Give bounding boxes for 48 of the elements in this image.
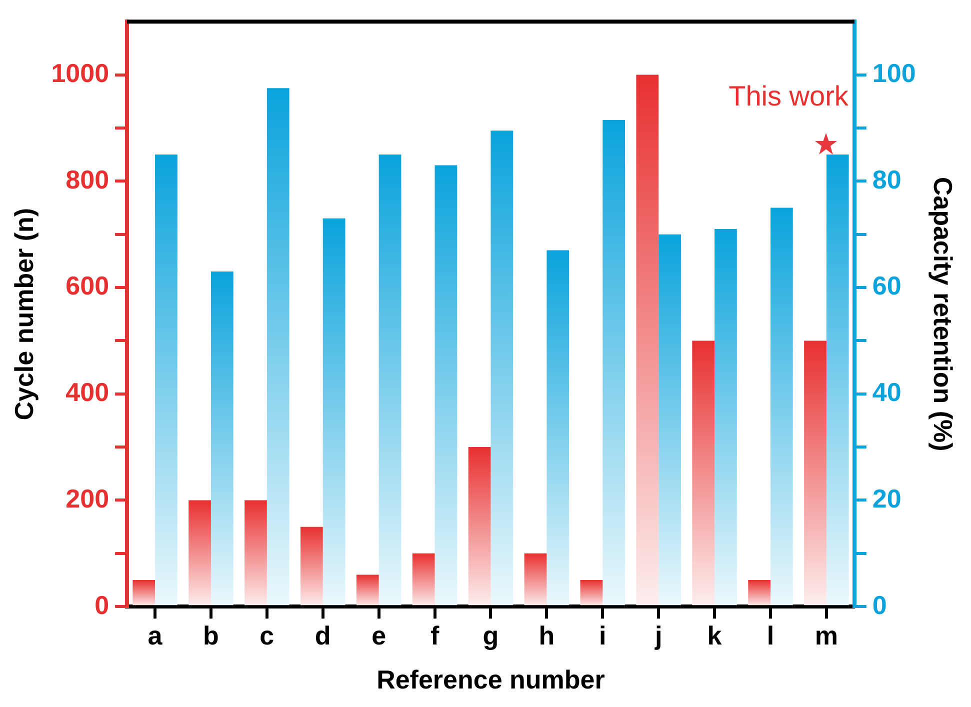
bar: [266, 88, 290, 606]
x-tick-label: c: [260, 620, 274, 650]
bar: [748, 580, 770, 606]
x-tick-label: j: [654, 620, 662, 650]
bar: [322, 218, 346, 606]
y-tick-label: 1000: [51, 58, 110, 88]
bar: [412, 553, 435, 606]
y2-axis-title: Capacity retention (%): [928, 176, 958, 452]
y-tick-label: 800: [66, 164, 110, 194]
annotation: This work: [728, 80, 850, 112]
bar: [524, 553, 547, 606]
y-tick-label: 600: [66, 270, 110, 301]
bar: [770, 208, 793, 606]
y-tick-label: 400: [66, 377, 110, 408]
bar: [132, 580, 156, 606]
bar: [356, 574, 379, 606]
y2-tick-label: 80: [872, 164, 902, 194]
bar: [546, 250, 570, 606]
y2-tick-label: 0: [872, 590, 887, 620]
bar: [580, 580, 603, 606]
x-tick-label: m: [814, 620, 838, 650]
x-tick-label: d: [314, 620, 331, 650]
x-tick-label: e: [372, 620, 386, 650]
y2-tick-label: 20: [872, 483, 902, 514]
x-tick-label: h: [538, 620, 555, 650]
y2-tick-label: 60: [872, 270, 902, 301]
bar: [490, 130, 514, 606]
y-tick-label: 0: [94, 590, 110, 620]
y2-tick-label: 100: [872, 58, 916, 88]
bar: [210, 272, 234, 606]
y2-tick-label: 40: [872, 377, 902, 408]
x-tick-label: b: [203, 620, 219, 650]
x-tick-label: k: [707, 620, 722, 650]
x-tick-label: a: [148, 620, 163, 650]
y-axis-title: Cycle number (n): [8, 208, 39, 420]
bar: [300, 526, 323, 606]
y-tick-label: 200: [66, 483, 110, 514]
x-tick-label: g: [482, 620, 499, 650]
bar: [155, 154, 178, 606]
x-axis-title: Reference number: [376, 664, 605, 695]
x-tick-label: l: [766, 620, 774, 650]
bar: [602, 120, 626, 606]
x-tick-label: f: [430, 620, 440, 650]
bar: [378, 154, 402, 606]
bar: [434, 165, 458, 606]
bar: [188, 500, 211, 606]
bar: [244, 500, 267, 606]
x-tick-label: i: [599, 620, 606, 650]
